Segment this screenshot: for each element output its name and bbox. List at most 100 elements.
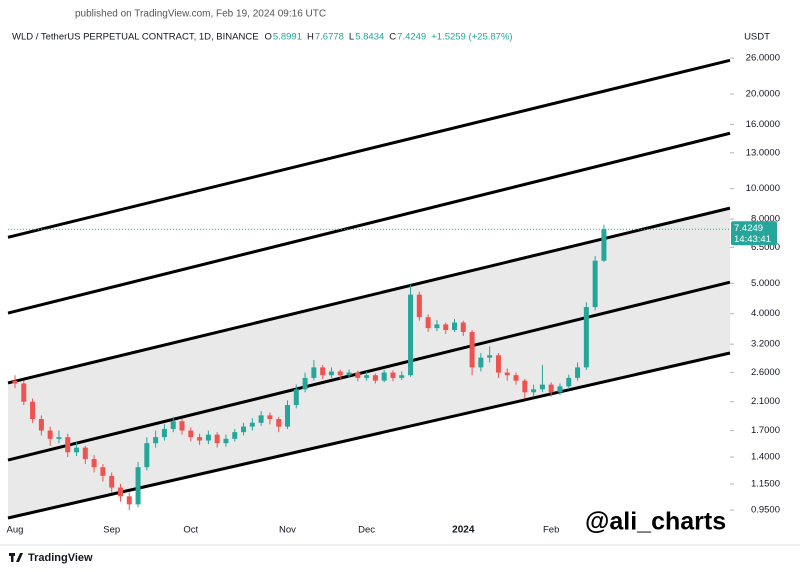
candle-body bbox=[38, 419, 44, 431]
candle-body bbox=[416, 294, 422, 318]
candle-body bbox=[513, 375, 519, 381]
candle-body bbox=[337, 371, 343, 376]
candle-body bbox=[557, 386, 563, 393]
candle-body bbox=[592, 260, 598, 308]
candle-body bbox=[47, 430, 53, 439]
chart-title: WLD / TetherUS PERPETUAL CONTRACT, 1D, B… bbox=[12, 32, 259, 43]
channel-line bbox=[7, 58, 731, 239]
y-tick-label: 8.0000 bbox=[751, 214, 780, 225]
candle-body bbox=[91, 459, 97, 468]
y-tick-label: 1.4000 bbox=[751, 452, 780, 463]
candle-body bbox=[478, 357, 484, 368]
candle-body bbox=[258, 415, 264, 423]
y-tick-label: 1.7000 bbox=[751, 425, 780, 436]
x-tick-label: Sep bbox=[103, 525, 120, 536]
candle-body bbox=[223, 438, 229, 444]
x-tick-label: Dec bbox=[358, 525, 375, 536]
last-price-label: 7.4249 bbox=[734, 223, 763, 234]
candle-body bbox=[346, 372, 352, 376]
candle-body bbox=[12, 380, 18, 384]
brand-logo bbox=[9, 553, 23, 562]
countdown-label: 14:43:41 bbox=[734, 234, 771, 245]
y-tick-label: 2.1000 bbox=[751, 396, 780, 407]
candle-body bbox=[65, 437, 71, 453]
ohlc-value: 5.8991 bbox=[273, 32, 302, 43]
y-tick-label: 6.5000 bbox=[751, 242, 780, 253]
ohlc-label: L bbox=[349, 32, 354, 43]
candle-body bbox=[487, 355, 493, 358]
candle-body bbox=[126, 496, 132, 505]
candle-body bbox=[443, 324, 449, 331]
candle-body bbox=[372, 375, 378, 381]
candle-body bbox=[495, 355, 501, 373]
y-tick-label: 0.9500 bbox=[751, 505, 780, 516]
candle-body bbox=[399, 375, 405, 378]
candle-body bbox=[117, 487, 123, 497]
candle-body bbox=[249, 422, 255, 427]
channel-shade bbox=[8, 208, 730, 519]
y-tick-label: 3.2000 bbox=[751, 339, 780, 350]
candle-body bbox=[434, 324, 440, 329]
y-tick-label: 16.0000 bbox=[746, 119, 780, 130]
candle-body bbox=[583, 307, 589, 368]
candle-body bbox=[21, 383, 27, 402]
candle-body bbox=[381, 372, 387, 381]
x-tick-label: Aug bbox=[7, 525, 24, 536]
ohlc-label: H bbox=[307, 32, 314, 43]
channel-line bbox=[7, 131, 731, 315]
candle-body bbox=[320, 367, 326, 376]
published-note: published on TradingView.com, Feb 19, 20… bbox=[75, 9, 326, 20]
candle-body bbox=[408, 294, 414, 376]
candle-body bbox=[153, 437, 159, 444]
candle-body bbox=[364, 375, 370, 378]
ohlc-label: C bbox=[389, 32, 396, 43]
ohlc-value: 7.6778 bbox=[315, 32, 344, 43]
candle-body bbox=[135, 467, 141, 505]
candle-body bbox=[575, 367, 581, 378]
candle-body bbox=[284, 404, 290, 427]
candle-body bbox=[355, 372, 361, 378]
candle-body bbox=[179, 421, 185, 431]
candle-body bbox=[74, 447, 80, 453]
candle-body bbox=[188, 430, 194, 438]
channel-line bbox=[7, 206, 731, 385]
candle-body bbox=[548, 384, 554, 393]
candle-body bbox=[214, 434, 220, 444]
candle-body bbox=[469, 331, 475, 368]
candle-body bbox=[504, 372, 510, 376]
y-tick-label: 26.0000 bbox=[746, 53, 780, 64]
candle-body bbox=[328, 371, 334, 376]
ohlc-value: 5.8434 bbox=[355, 32, 384, 43]
x-tick-label: Nov bbox=[279, 525, 296, 536]
price-change: +1.5259 (+25.87%) bbox=[431, 32, 512, 43]
candle-body bbox=[522, 380, 528, 393]
candle-body bbox=[531, 389, 537, 393]
candle-body bbox=[425, 317, 431, 329]
candle-body bbox=[311, 367, 317, 378]
y-tick-label: 1.1500 bbox=[751, 478, 780, 489]
channel-line bbox=[7, 280, 731, 462]
brand-name: TradingView bbox=[28, 552, 93, 564]
candle-body bbox=[30, 401, 36, 420]
last-price-box bbox=[731, 221, 777, 246]
x-tick-label: Oct bbox=[183, 525, 198, 536]
candle-body bbox=[109, 475, 115, 488]
watermark: @ali_charts bbox=[585, 508, 726, 536]
ohlc-value: 7.4249 bbox=[397, 32, 426, 43]
candle-body bbox=[539, 384, 545, 390]
y-tick-label: 5.0000 bbox=[751, 278, 780, 289]
x-tick-label: Feb bbox=[543, 525, 559, 536]
y-tick-label: 2.6000 bbox=[751, 367, 780, 378]
candle-body bbox=[601, 229, 607, 261]
candle-body bbox=[276, 419, 282, 427]
ohlc-label: O bbox=[265, 32, 272, 43]
candle-body bbox=[197, 437, 203, 441]
candle-body bbox=[205, 434, 211, 441]
y-tick-label: 4.0000 bbox=[751, 308, 780, 319]
candle-body bbox=[566, 377, 572, 387]
candle-body bbox=[170, 421, 176, 429]
y-tick-label: 13.0000 bbox=[746, 147, 780, 158]
y-tick-label: 10.0000 bbox=[746, 183, 780, 194]
candle-body bbox=[232, 432, 238, 439]
